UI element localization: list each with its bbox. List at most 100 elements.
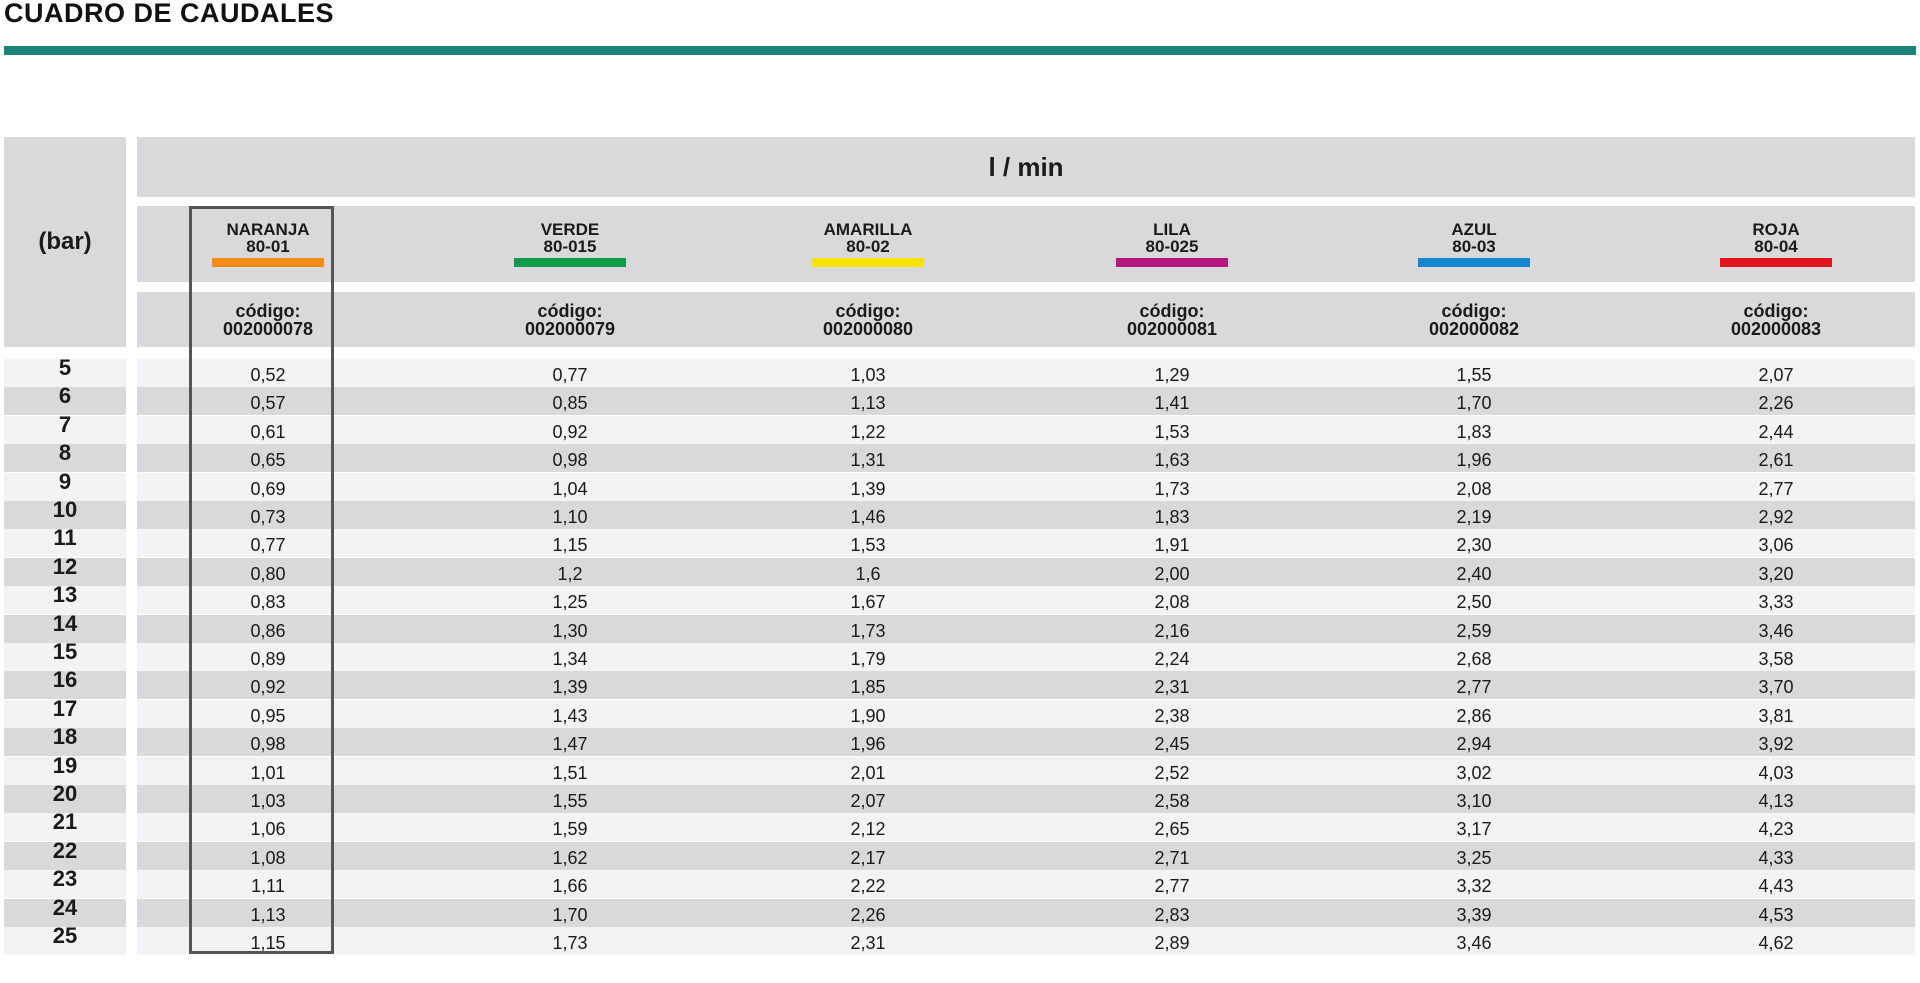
flow-value-cell: 1,10 [552, 507, 588, 527]
flow-value-cell: 0,69 [250, 478, 286, 499]
flow-value-cell: 2,44 [1758, 421, 1794, 442]
nozzle-code: código: 002000083 [1656, 292, 1896, 347]
nozzle-model: 80-02 [846, 237, 890, 256]
flow-value-cell: 3,20 [1758, 563, 1794, 584]
flow-value-cell: 1,03 [850, 365, 886, 385]
flow-value-cell: 2,31 [850, 933, 886, 953]
table-row: 15 0,89 1,34 1,79 2,24 2,68 3,58 [0, 639, 1920, 671]
code-label: código: [835, 300, 901, 321]
pressure-value: 18 [52, 724, 78, 750]
flow-value-cell: 1,70 [1456, 393, 1492, 414]
flow-value-cell: 3,32 [1456, 876, 1492, 897]
pressure-value: 13 [52, 582, 78, 608]
flow-value-cell: 1,01 [250, 762, 286, 783]
pressure-value: 15 [52, 639, 78, 664]
flow-value-cell: 1,34 [552, 649, 588, 669]
row-pressure-background [4, 699, 126, 728]
table-row: 13 0,83 1,25 1,67 2,08 2,50 3,33 [0, 582, 1920, 615]
pressure-value: 12 [52, 553, 78, 579]
flow-value-cell: 1,39 [850, 478, 886, 499]
flow-value-cell: 1,53 [1154, 421, 1190, 442]
row-pressure-background [4, 841, 126, 870]
flow-value-cell: 2,71 [1154, 847, 1190, 868]
flow-value-cell: 1,67 [850, 592, 886, 613]
flow-value-cell: 1,96 [1456, 450, 1492, 471]
flow-value-cell: 3,46 [1758, 620, 1794, 641]
row-pressure-background [4, 444, 126, 473]
row-pressure-background [4, 643, 126, 671]
flow-value-cell: 1,6 [855, 563, 881, 584]
table-row: 7 0,61 0,92 1,22 1,53 1,83 2,44 [0, 412, 1920, 444]
code-label: código: [1441, 300, 1507, 321]
nozzle-code: código: 002000081 [1052, 292, 1292, 347]
flow-value-cell: 1,13 [850, 393, 886, 414]
code-value: 002000080 [822, 318, 914, 339]
table-row: 17 0,95 1,43 1,90 2,38 2,86 3,81 [0, 696, 1920, 728]
table-row: 25 1,15 1,73 2,31 2,89 3,46 4,62 [0, 923, 1920, 955]
row-data-background [137, 728, 1915, 757]
nozzle-header: AZUL 80-03 [1354, 206, 1594, 282]
row-pressure-background [4, 557, 126, 586]
flow-value-cell: 2,26 [850, 904, 886, 925]
code-header-band [137, 292, 1915, 347]
table-row: 14 0,86 1,30 1,73 2,16 2,59 3,46 [0, 611, 1920, 643]
nozzle-header: ROJA 80-04 [1656, 206, 1896, 282]
pressure-value: 16 [52, 667, 78, 693]
title-divider [4, 46, 1916, 55]
pressure-value: 24 [52, 894, 78, 920]
flow-value-cell: 1,29 [1154, 365, 1190, 385]
flow-value-cell: 1,73 [1154, 478, 1190, 499]
table-row: 18 0,98 1,47 1,96 2,45 2,94 3,92 [0, 724, 1920, 757]
flow-value-cell: 1,47 [552, 734, 588, 755]
flow-value-cell: 0,86 [250, 620, 286, 641]
flow-value-cell: 2,89 [1154, 933, 1190, 953]
code-value: 002000078 [222, 318, 314, 339]
flow-value-cell: 2,17 [850, 847, 886, 868]
table-row: 16 0,92 1,39 1,85 2,31 2,77 3,70 [0, 667, 1920, 700]
row-data-background [137, 387, 1915, 416]
flow-value-cell: 4,33 [1758, 847, 1794, 868]
code-label: código: [1139, 300, 1205, 321]
flow-value-cell: 2,94 [1456, 734, 1492, 755]
nozzle-model: 80-025 [1145, 237, 1199, 256]
row-pressure-background [4, 586, 126, 615]
code-value: 002000079 [524, 318, 616, 339]
row-pressure-background [4, 387, 126, 416]
nozzle-header: NARANJA 80-01 [148, 206, 388, 282]
flow-value-cell: 1,25 [552, 592, 588, 613]
row-pressure-background [4, 756, 126, 785]
flow-value-cell: 1,31 [850, 450, 886, 471]
code-value: 002000082 [1428, 318, 1520, 339]
flow-value-cell: 0,61 [250, 421, 286, 442]
row-data-background [137, 557, 1915, 586]
flow-value-cell: 1,22 [850, 421, 886, 442]
flow-value-cell: 2,31 [1154, 677, 1190, 698]
row-data-background [137, 671, 1915, 700]
flow-value-cell: 0,92 [250, 677, 286, 698]
row-data-background [137, 841, 1915, 870]
row-data-background [137, 898, 1915, 927]
table-row: 10 0,73 1,10 1,46 1,83 2,19 2,92 [0, 497, 1920, 529]
flow-value-cell: 2,58 [1154, 791, 1190, 811]
flow-value-cell: 1,06 [250, 819, 286, 840]
flow-value-cell: 2,77 [1456, 677, 1492, 698]
nozzle-code: código: 002000082 [1354, 292, 1594, 347]
pressure-column-header: (bar) [4, 137, 126, 347]
flow-value-cell: 0,89 [250, 649, 286, 669]
pressure-value: 19 [52, 752, 78, 778]
flow-value-cell: 2,59 [1456, 620, 1492, 641]
flow-value-cell: 2,08 [1154, 592, 1190, 613]
row-data-background [137, 927, 1915, 955]
nozzle-header-band [137, 206, 1915, 282]
nozzle-color-swatch [1720, 258, 1832, 267]
table-row: 24 1,13 1,70 2,26 2,83 3,39 4,53 [0, 895, 1920, 927]
code-value: 002000081 [1126, 318, 1218, 339]
page-title: CUADRO DE CAUDALES [4, 0, 335, 28]
flow-value-cell: 2,00 [1154, 563, 1190, 584]
nozzle-color-name: AMARILLA [823, 220, 913, 239]
pressure-value: 20 [52, 781, 78, 806]
pressure-value: 6 [58, 383, 72, 409]
nozzle-header: LILA 80-025 [1052, 206, 1292, 282]
flow-value-cell: 4,53 [1758, 904, 1794, 925]
flow-value-cell: 2,61 [1758, 450, 1794, 471]
